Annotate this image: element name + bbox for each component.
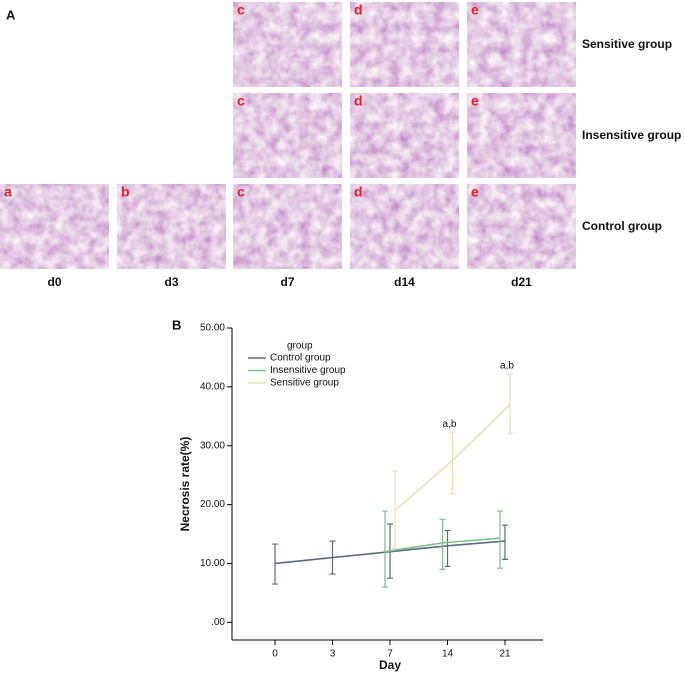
column-label: d7 xyxy=(280,275,294,289)
histology-image xyxy=(233,184,342,269)
legend-label: Insensitive group xyxy=(270,365,346,376)
histology-image xyxy=(233,93,342,178)
tile-letter: c xyxy=(237,2,245,18)
panel-label: A xyxy=(6,7,16,22)
column-label: d0 xyxy=(47,275,61,289)
x-axis-title: Day xyxy=(379,658,401,672)
histology-image xyxy=(233,2,342,87)
tile-letter: d xyxy=(354,93,363,109)
annotation: a,b xyxy=(500,361,514,372)
y-tick-label: 50.00 xyxy=(200,323,225,334)
x-tick-label: 7 xyxy=(387,649,393,660)
tile-letter: d xyxy=(354,184,363,200)
y-tick-label: 20.00 xyxy=(200,499,225,510)
tile-letter: b xyxy=(121,184,130,200)
row-label: Sensitive group xyxy=(582,37,672,51)
error-bar xyxy=(392,470,398,549)
error-bar xyxy=(439,518,446,570)
tile-letter: a xyxy=(4,184,12,200)
histology-image xyxy=(467,184,576,269)
error-bar xyxy=(502,524,508,560)
error-bar xyxy=(382,510,388,588)
error-bar xyxy=(497,510,503,569)
error-bar xyxy=(449,431,456,495)
histology-image xyxy=(350,93,459,178)
panel-label: B xyxy=(172,317,181,332)
x-tick-label: 3 xyxy=(330,649,336,660)
row-label: Control group xyxy=(582,219,662,233)
y-tick-label: 10.00 xyxy=(200,558,225,569)
annotation: a,b xyxy=(443,419,457,430)
tile-letter: e xyxy=(471,184,479,200)
column-label: d3 xyxy=(164,275,178,289)
tile-letter: c xyxy=(237,93,245,109)
x-tick-label: 14 xyxy=(442,649,454,660)
legend-title: group xyxy=(287,341,313,352)
histology-image xyxy=(0,184,109,269)
y-tick-label: 30.00 xyxy=(200,440,225,451)
column-label: d14 xyxy=(394,275,415,289)
tile-letter: c xyxy=(237,184,245,200)
legend-label: Control group xyxy=(270,353,331,364)
column-label: d21 xyxy=(511,275,532,289)
row-label: Insensitive group xyxy=(582,128,681,142)
histology-image xyxy=(467,2,576,87)
error-bar xyxy=(507,373,513,434)
histology-image xyxy=(117,184,226,269)
x-tick-label: 0 xyxy=(272,649,278,660)
y-axis-title: Necrosis rate(%) xyxy=(178,437,192,532)
tile-letter: d xyxy=(354,2,363,18)
histology-image xyxy=(467,93,576,178)
y-tick-label: 40.00 xyxy=(200,382,225,393)
x-tick-label: 21 xyxy=(499,649,511,660)
tile-letter: e xyxy=(471,2,479,18)
histology-image xyxy=(350,2,459,87)
error-bar xyxy=(329,540,336,575)
histology-image xyxy=(350,184,459,269)
error-bar xyxy=(272,543,278,585)
y-tick-label: .00 xyxy=(211,617,225,628)
tile-letter: e xyxy=(471,93,479,109)
legend-label: Sensitive group xyxy=(270,378,339,389)
error-bar xyxy=(444,529,451,568)
